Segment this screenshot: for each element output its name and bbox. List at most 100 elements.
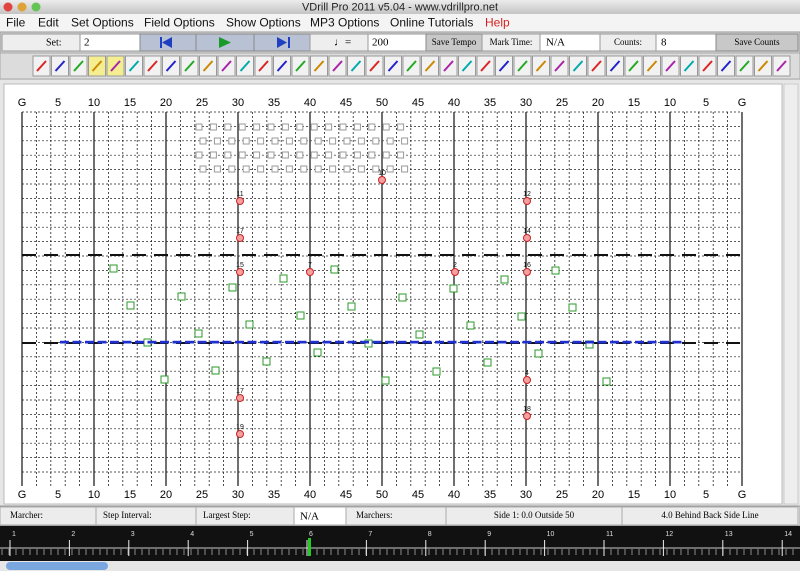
- form-marker: [329, 137, 337, 145]
- marcher[interactable]: [236, 197, 244, 205]
- blue-label: ▬: [110, 335, 119, 345]
- form-marker: [257, 165, 265, 173]
- save-counts-button[interactable]: [715, 33, 799, 52]
- marcher-label: 15: [236, 262, 244, 269]
- tool-icon: [424, 60, 436, 72]
- tool-icon: [332, 60, 343, 72]
- form-marker: [224, 151, 232, 159]
- timeline-count: 13: [725, 531, 733, 538]
- form-marker: [211, 366, 220, 375]
- yard-label-top: 10: [664, 97, 676, 109]
- form-marker: [143, 338, 152, 347]
- mark-time-value: N/A: [546, 37, 565, 49]
- marcher[interactable]: [523, 376, 531, 384]
- menu-item[interactable]: Field Options: [144, 16, 215, 30]
- tool-icon: [498, 60, 510, 72]
- marcher[interactable]: [236, 394, 244, 402]
- yard-label-top: 50: [376, 97, 388, 109]
- blue-label: ▬: [335, 335, 344, 345]
- marcher[interactable]: [378, 176, 386, 184]
- minimize-button[interactable]: [17, 2, 27, 12]
- menu-item[interactable]: File: [6, 16, 26, 30]
- tool-icon: [406, 60, 417, 72]
- scroll-thumb[interactable]: [6, 562, 108, 570]
- marcher[interactable]: [523, 268, 531, 276]
- form-marker: [347, 302, 356, 311]
- yard-label-top: 5: [703, 97, 709, 109]
- form-marker: [195, 123, 203, 131]
- marcher[interactable]: [451, 268, 459, 276]
- yard-label-bottom: 5: [55, 489, 61, 501]
- tool-icon: [73, 60, 84, 72]
- blue-label: ▬: [435, 335, 444, 345]
- form-marker: [325, 123, 333, 131]
- zoom-button[interactable]: [31, 2, 41, 12]
- tool-icon: [184, 60, 195, 72]
- marcher-label: 12: [523, 191, 531, 198]
- tool-icon: [720, 60, 732, 72]
- blue-label: ▬: [398, 335, 407, 345]
- timeline[interactable]: [0, 526, 800, 561]
- menu-item[interactable]: Help: [485, 16, 510, 30]
- marcher[interactable]: [306, 268, 314, 276]
- mark-time-label: Mark Time:: [490, 37, 533, 47]
- tool-icon: [295, 60, 306, 72]
- form-marker: [397, 123, 405, 131]
- timeline-count: 10: [547, 531, 555, 538]
- yard-label-bottom: 50: [376, 489, 388, 501]
- tool-icon: [517, 60, 528, 72]
- marcher[interactable]: [523, 197, 531, 205]
- menu-item[interactable]: MP3 Options: [310, 16, 379, 30]
- vertical-scrollbar[interactable]: [783, 83, 799, 505]
- form-marker: [238, 151, 246, 159]
- blue-label: ▬: [160, 335, 169, 345]
- yard-label-top: 35: [484, 97, 496, 109]
- step-interval-label: Step Interval:: [103, 510, 152, 520]
- form-marker: [195, 151, 203, 159]
- marcher[interactable]: [236, 268, 244, 276]
- tool-icon: [110, 60, 121, 72]
- blue-label: ▬: [585, 335, 594, 345]
- set-label-cell: [1, 33, 81, 52]
- form-marker: [368, 123, 376, 131]
- yard-label-bottom: 40: [448, 489, 460, 501]
- menu-item[interactable]: Set Options: [71, 16, 134, 30]
- timeline-cursor[interactable]: [308, 538, 311, 556]
- blue-label: ▬: [260, 335, 269, 345]
- menu-item[interactable]: Show Options: [226, 16, 301, 30]
- yard-label-top: G: [738, 97, 747, 109]
- close-button[interactable]: [3, 2, 13, 12]
- form-marker: [602, 377, 611, 386]
- marcher[interactable]: [236, 430, 244, 438]
- timeline-scrollbar[interactable]: [0, 561, 800, 571]
- tool-icon: [313, 60, 325, 72]
- marcher[interactable]: [523, 412, 531, 420]
- form-marker: [253, 151, 261, 159]
- blue-label: ▬: [385, 335, 394, 345]
- form-marker: [466, 321, 475, 330]
- form-marker: [242, 165, 250, 173]
- form-marker: [199, 165, 207, 173]
- form-marker: [253, 123, 261, 131]
- form-marker: [364, 339, 373, 348]
- form-marker: [228, 165, 236, 173]
- form-marker: [199, 137, 207, 145]
- largest-step-label: Largest Step:: [203, 510, 251, 520]
- menu-item[interactable]: Edit: [38, 16, 59, 30]
- form-marker: [353, 151, 361, 159]
- form-marker: [382, 151, 390, 159]
- form-marker: [310, 123, 318, 131]
- menu-item[interactable]: Online Tutorials: [390, 16, 473, 30]
- form-marker: [386, 165, 394, 173]
- field-canvas: [3, 83, 783, 505]
- marcher[interactable]: [236, 234, 244, 242]
- yard-label-bottom: 45: [412, 489, 424, 501]
- yard-label-top: 40: [304, 97, 316, 109]
- timeline-count: 1: [12, 531, 16, 538]
- marcher[interactable]: [523, 234, 531, 242]
- yard-label-top: 15: [124, 97, 136, 109]
- form-marker: [224, 123, 232, 131]
- form-marker: [160, 375, 169, 384]
- blue-label: ▬: [560, 335, 569, 345]
- blue-label: ▬: [235, 335, 244, 345]
